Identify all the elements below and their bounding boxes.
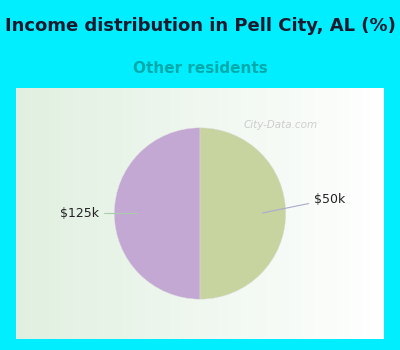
Text: $50k: $50k bbox=[263, 193, 346, 213]
Wedge shape bbox=[114, 128, 200, 299]
Text: Other residents: Other residents bbox=[133, 61, 267, 76]
Text: City-Data.com: City-Data.com bbox=[244, 120, 318, 130]
Text: $125k: $125k bbox=[60, 207, 137, 220]
Wedge shape bbox=[200, 128, 286, 299]
Text: Income distribution in Pell City, AL (%): Income distribution in Pell City, AL (%) bbox=[4, 17, 396, 35]
